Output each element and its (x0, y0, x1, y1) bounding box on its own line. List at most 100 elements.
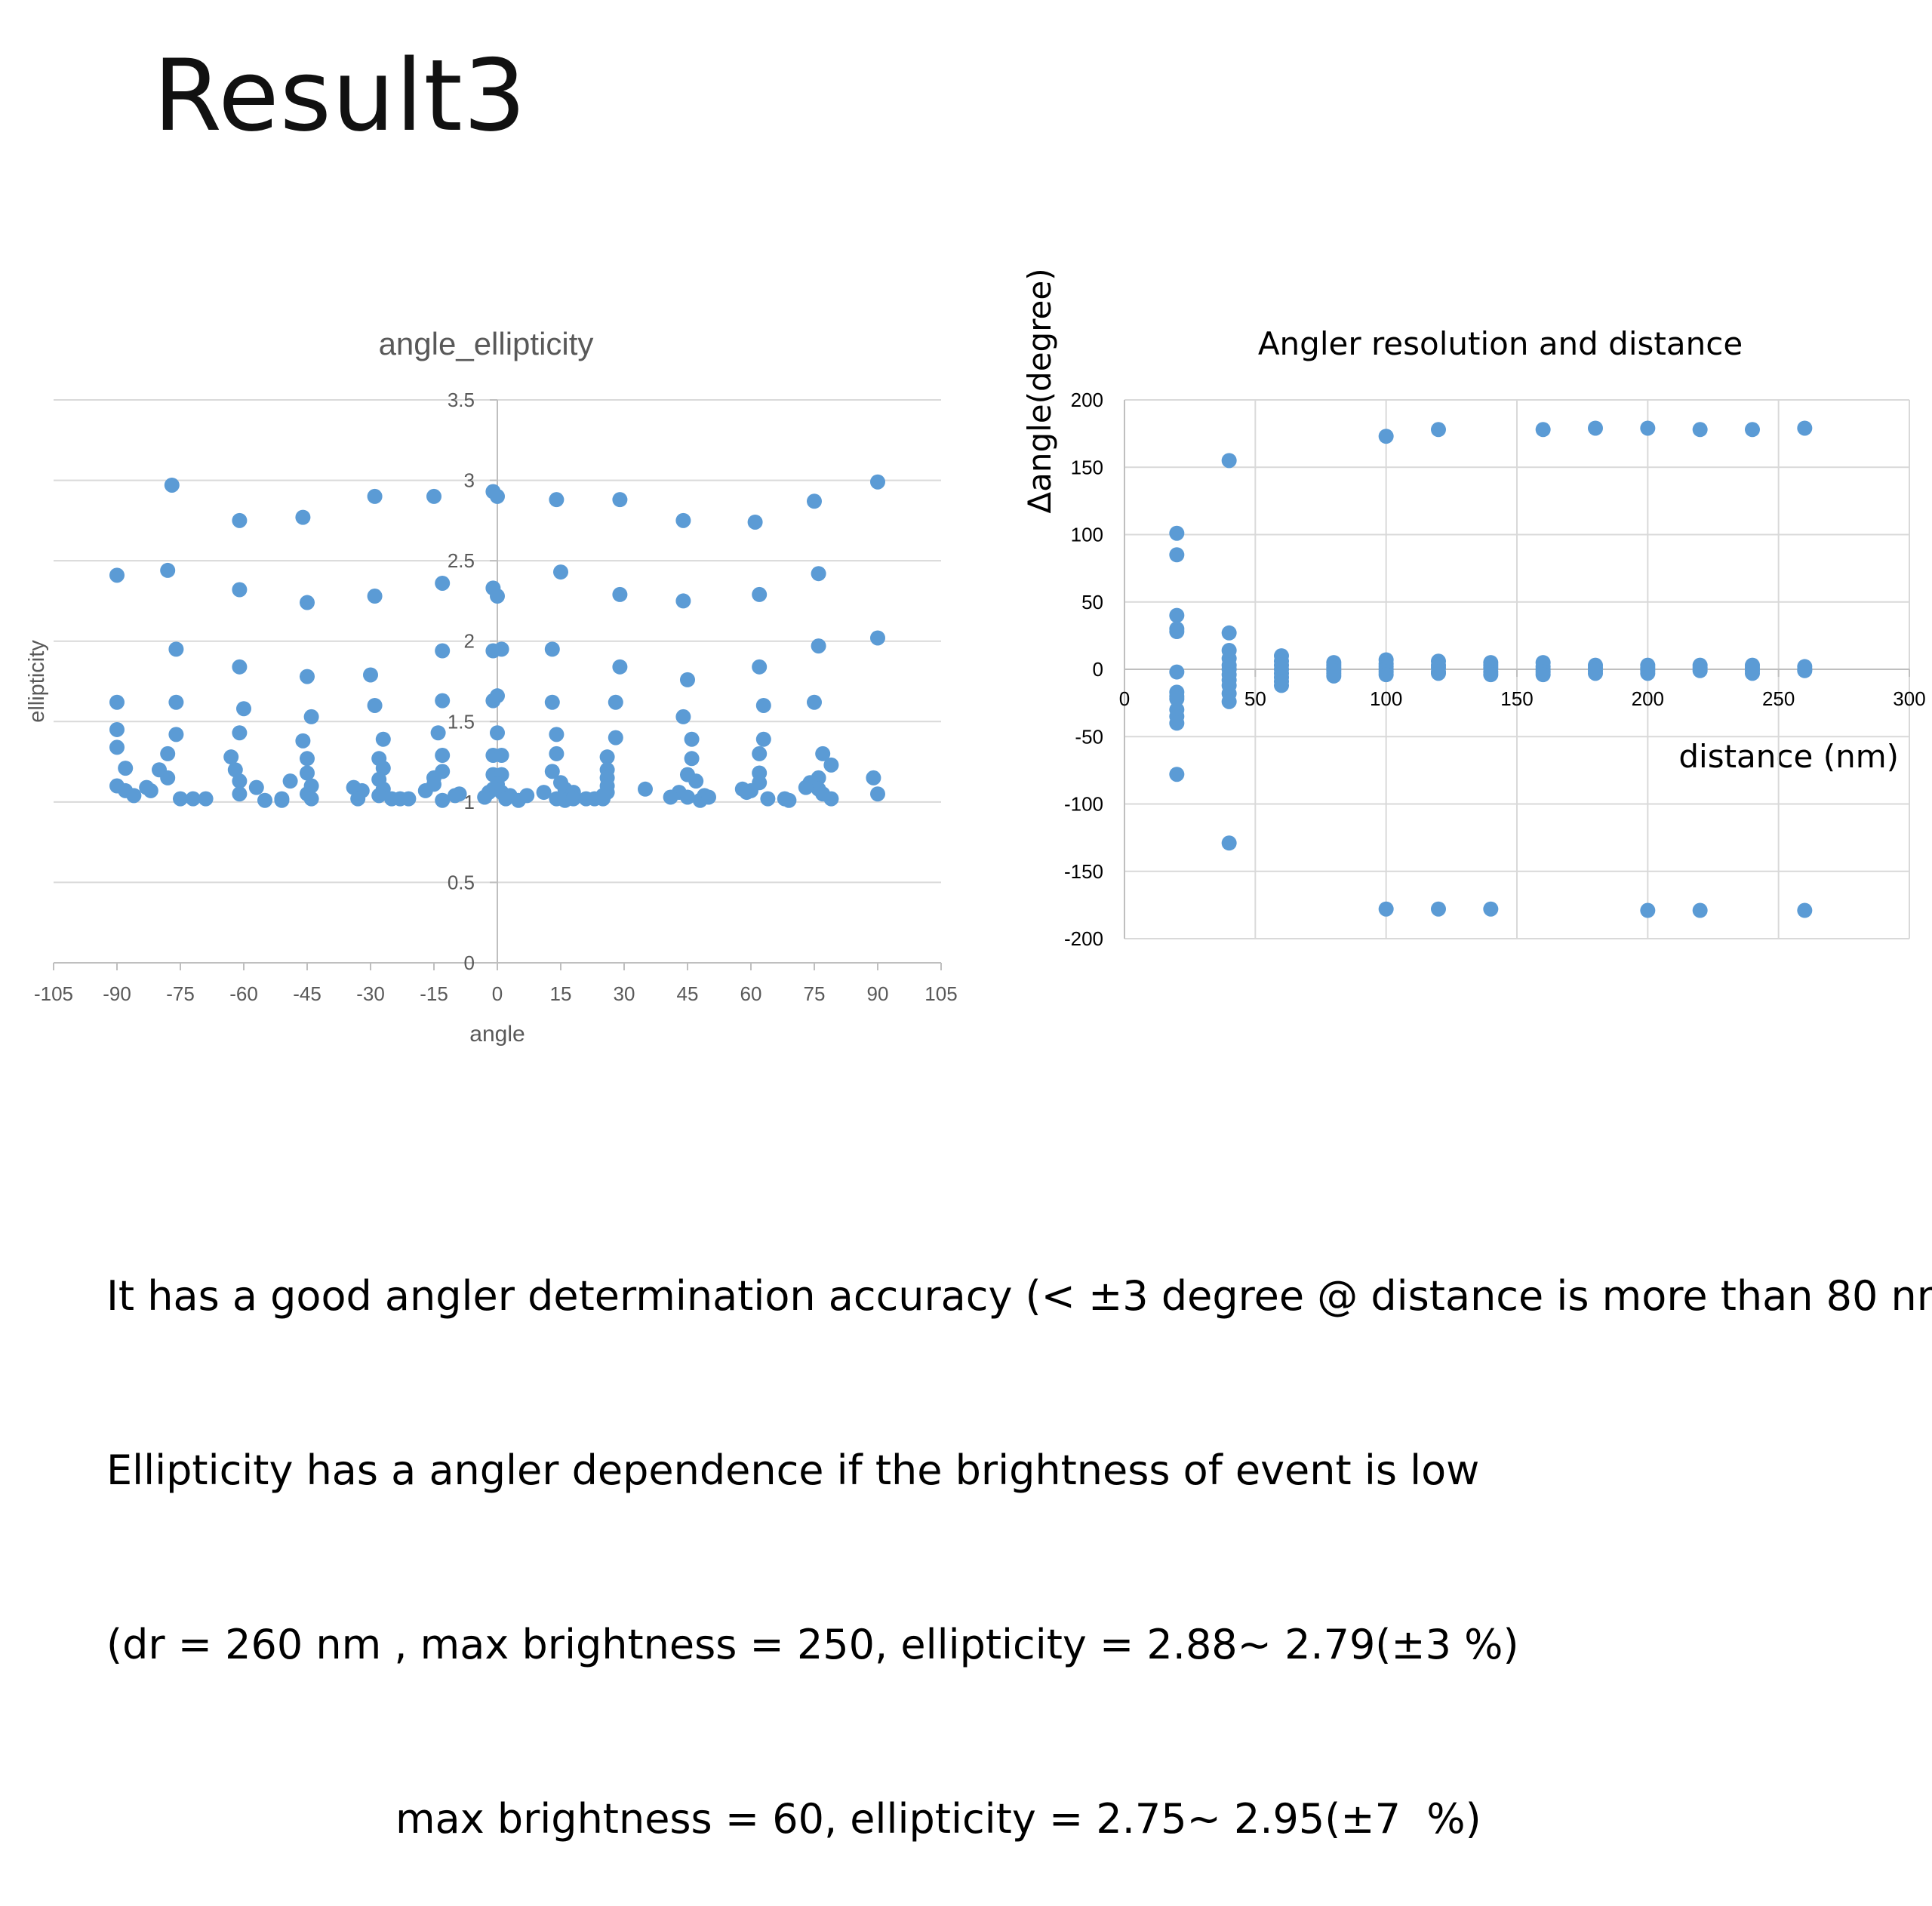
data-point (168, 641, 184, 657)
data-point (1431, 660, 1446, 676)
x-tick-label: 105 (924, 982, 957, 1005)
x-tick-label: 60 (740, 982, 762, 1005)
x-tick-label: 0 (492, 982, 503, 1005)
y-tick-label: 1.5 (448, 710, 475, 733)
data-point (1745, 666, 1760, 681)
data-point (1221, 650, 1237, 666)
data-point (367, 488, 383, 504)
data-point (1640, 662, 1656, 678)
data-point (612, 586, 628, 602)
data-point (1797, 420, 1813, 436)
data-point (435, 643, 451, 659)
data-point (663, 789, 678, 805)
data-point (1431, 422, 1446, 438)
notes: It has a good angler determination accur… (106, 1151, 1932, 1906)
data-point (1640, 666, 1656, 681)
data-point (1221, 453, 1237, 469)
chart-title: Angler resolution and distance (1258, 325, 1743, 362)
data-point (1169, 702, 1185, 718)
data-point (1326, 666, 1342, 681)
data-point (1588, 662, 1603, 678)
x-tick-label: -105 (34, 982, 73, 1005)
data-point (752, 659, 768, 675)
x-tick-label: 250 (1762, 687, 1795, 710)
data-point (1640, 657, 1656, 673)
note-line-1: It has a good angler determination accur… (106, 1272, 1932, 1320)
data-point (1274, 657, 1289, 673)
data-point (612, 492, 628, 508)
data-point (866, 770, 881, 785)
data-point (248, 779, 264, 795)
data-point (126, 788, 142, 804)
data-point (417, 782, 433, 798)
data-point (232, 512, 248, 528)
y-axis-title: Δangle(degree) (1021, 268, 1058, 513)
data-point (1483, 657, 1499, 673)
data-point (807, 694, 822, 710)
data-point (109, 694, 125, 710)
data-point (300, 595, 315, 610)
data-point (1588, 666, 1603, 681)
data-point (549, 492, 565, 508)
data-point (595, 788, 611, 804)
y-axis-title: ellipticity (25, 640, 49, 723)
data-point (1692, 660, 1708, 676)
data-point (1274, 653, 1289, 669)
data-point (1745, 422, 1760, 438)
data-point (173, 791, 188, 807)
data-point (675, 709, 691, 724)
x-tick-label: 300 (1893, 687, 1925, 710)
x-tick-label: 100 (1370, 687, 1402, 710)
data-point (1169, 767, 1185, 782)
data-point (815, 745, 831, 761)
data-point (675, 593, 691, 609)
data-point (1169, 691, 1185, 707)
data-point (1326, 655, 1342, 671)
data-point (490, 688, 505, 704)
data-point (232, 773, 248, 789)
y-tick-label: 3.5 (448, 389, 475, 411)
data-point (823, 791, 839, 807)
data-point (680, 672, 695, 687)
data-point (1326, 662, 1342, 678)
data-point (426, 488, 441, 504)
data-point (549, 727, 565, 742)
note-line-4: max brightness = 60, ellipticity = 2.75~… (395, 1795, 1481, 1843)
data-point (1483, 655, 1499, 671)
data-point (1588, 657, 1603, 673)
data-point (490, 589, 505, 604)
data-point (1483, 660, 1499, 676)
y-tick-label: -100 (1064, 793, 1103, 816)
data-point (1221, 686, 1237, 702)
data-point (274, 792, 290, 808)
data-point (232, 786, 248, 802)
data-point (490, 488, 505, 504)
data-point (198, 791, 214, 807)
x-tick-label: 150 (1500, 687, 1533, 710)
data-point (1169, 715, 1185, 731)
data-point (1221, 662, 1237, 677)
x-tick-label: 50 (1244, 687, 1266, 710)
data-point (1169, 547, 1185, 563)
data-point (1169, 684, 1185, 700)
data-point (1431, 666, 1446, 681)
data-point (1169, 688, 1185, 704)
data-point (638, 781, 653, 797)
y-tick-label: 50 (1081, 591, 1103, 613)
y-tick-label: 2.5 (448, 549, 475, 572)
data-point (1221, 678, 1237, 693)
data-point (303, 791, 319, 807)
data-point (1640, 660, 1656, 676)
data-point (544, 764, 560, 779)
data-point (536, 785, 552, 801)
data-point (1378, 652, 1394, 668)
data-point (553, 564, 568, 580)
data-point (1221, 625, 1237, 641)
data-point (1378, 656, 1394, 672)
data-point (1378, 664, 1394, 680)
data-point (870, 786, 885, 802)
data-point (549, 745, 565, 761)
data-point (1745, 660, 1760, 676)
data-point (1274, 666, 1289, 681)
data-point (295, 733, 311, 749)
